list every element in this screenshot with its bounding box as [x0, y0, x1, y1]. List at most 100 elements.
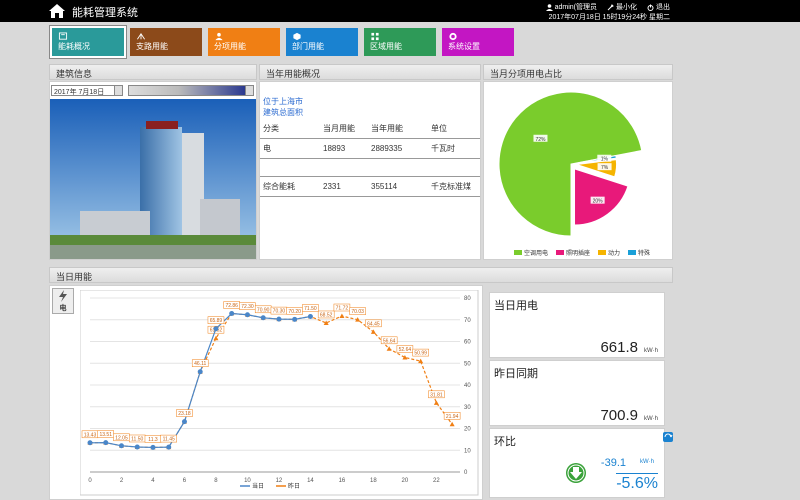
table-cell: 355114 — [371, 182, 398, 191]
home-icon[interactable] — [48, 3, 66, 19]
pie-slice-label: 72% — [535, 137, 546, 143]
data-point[interactable] — [307, 313, 313, 319]
nav-tab-1[interactable]: 支路用能 — [130, 28, 202, 56]
logout-button[interactable]: 退出 — [647, 2, 670, 12]
data-point[interactable] — [150, 444, 156, 450]
table-row: 电 18893 2889335 千瓦时 — [260, 139, 480, 159]
legend-label[interactable]: 当日 — [252, 482, 264, 490]
data-label: 11.3 — [148, 437, 158, 443]
data-label-box — [349, 307, 366, 315]
minimize-label: 最小化 — [616, 4, 637, 11]
today-usage-box: 当日用电 661.8 kW·h — [489, 292, 665, 358]
line-chart: 01020304050607080024681012141618202261.5… — [80, 290, 479, 496]
data-point[interactable] — [103, 440, 109, 446]
y-tick-label: 70 — [464, 318, 471, 324]
col-header: 单位 — [431, 124, 447, 133]
x-tick-label: 8 — [214, 478, 218, 484]
minimize-button[interactable]: 最小化 — [607, 2, 637, 12]
data-label: 70.03 — [351, 309, 364, 315]
x-tick-label: 0 — [88, 478, 92, 484]
overview-icon — [58, 32, 68, 40]
data-label: 50.99 — [414, 351, 427, 357]
side-tab-electric[interactable]: 电 — [52, 288, 74, 314]
summary-panel: 位于上海市 建筑总面积 分类 当月用能 当年用能 单位 电 18893 2889… — [259, 81, 481, 260]
today-usage-unit: kW·h — [644, 348, 658, 354]
pie-heading-text: 当月分项用电占比 — [490, 69, 563, 79]
legend-label: 照明插座 — [566, 251, 591, 257]
nav-tab-4[interactable]: 区域用能 — [364, 28, 436, 56]
data-point[interactable] — [276, 316, 282, 322]
table-spacer-row — [260, 159, 480, 177]
pie-slice-0[interactable] — [498, 91, 643, 237]
table-row: 综合能耗 2331 355114 千克标准煤 — [260, 177, 480, 197]
chevron-down-icon — [114, 86, 122, 95]
data-point[interactable] — [292, 316, 298, 322]
legend-swatch — [598, 250, 607, 255]
data-point[interactable] — [134, 444, 140, 450]
data-point[interactable] — [355, 317, 361, 322]
data-point[interactable] — [118, 443, 124, 449]
data-point[interactable] — [181, 419, 187, 425]
title-bar: 能耗管理系统 admin(管理员 最小化 退出 2017年07月18日 15时1… — [0, 0, 800, 22]
arrow-down-icon — [566, 463, 586, 483]
data-label-box — [207, 316, 225, 324]
pie-legend-item[interactable]: 特殊 — [628, 248, 650, 257]
data-point[interactable] — [402, 355, 408, 360]
today-usage-label: 当日用电 — [494, 300, 538, 312]
pie-chart: 72% 20% 7% 1% — [498, 91, 643, 237]
nav-tab-0[interactable]: 能耗概况 — [50, 26, 126, 58]
nav-tab-2[interactable]: 分项用能 — [208, 28, 280, 56]
legend-label[interactable]: 昨日 — [288, 482, 300, 490]
table-cell: 千瓦时 — [431, 144, 455, 153]
data-label-box — [317, 310, 335, 319]
pie-legend: 空调用电 照明插座 动力 特殊 — [514, 248, 650, 257]
pie-legend-item[interactable]: 动力 — [598, 248, 620, 257]
nav-tab-5[interactable]: 系统设置 — [442, 28, 514, 56]
user-icon — [215, 32, 223, 41]
data-point[interactable] — [449, 421, 455, 427]
data-label: 13.51 — [99, 432, 112, 438]
data-point[interactable] — [386, 346, 392, 351]
x-tick-label: 6 — [183, 478, 187, 484]
table-cell: 电 — [263, 144, 271, 153]
legend-swatch — [514, 250, 522, 255]
grid-icon — [371, 32, 379, 41]
x-tick-label: 14 — [307, 478, 314, 484]
refresh-button[interactable] — [663, 432, 673, 442]
pie-label-bg — [597, 154, 612, 162]
table-cell: 2331 — [323, 182, 341, 191]
data-point[interactable] — [418, 358, 424, 364]
col-header: 当月用能 — [323, 124, 355, 133]
table-cell: 2889335 — [371, 144, 403, 153]
building-select[interactable] — [128, 85, 254, 96]
data-label-box — [412, 348, 429, 357]
data-label: 72.86 — [225, 303, 238, 309]
data-point[interactable] — [260, 315, 266, 321]
data-point[interactable] — [166, 444, 172, 450]
user-account[interactable]: admin(管理员 — [545, 2, 597, 12]
data-label: 72.30 — [241, 304, 254, 310]
yesterday-usage-label: 昨日同期 — [494, 368, 538, 380]
location-text: 位于上海市 — [263, 97, 303, 106]
ratio-percent: -5.6% — [616, 473, 658, 492]
date-picker[interactable]: 2017年 7月18日 — [51, 85, 123, 96]
nav-tab-3[interactable]: 部门用能 — [286, 28, 358, 56]
legend-swatch — [556, 250, 565, 255]
data-point[interactable] — [339, 313, 345, 319]
user-name: admin(管理员 — [554, 4, 597, 11]
today-heading-text: 当日用能 — [56, 272, 93, 282]
data-point[interactable] — [229, 311, 235, 317]
nav-tab-label: 支路用能 — [136, 42, 168, 51]
data-point[interactable] — [213, 335, 219, 341]
pie-legend-item[interactable]: 空调用电 — [514, 248, 548, 257]
data-point[interactable] — [244, 312, 250, 318]
data-point[interactable] — [87, 440, 93, 446]
date-value: 2017年 7月18日 — [54, 89, 105, 96]
summary-table: 分类 当月用能 当年用能 单位 电 18893 2889335 千瓦时 综合能耗… — [260, 119, 480, 197]
data-point[interactable] — [323, 320, 329, 325]
data-point[interactable] — [197, 369, 203, 375]
data-point[interactable] — [433, 400, 439, 405]
pie-legend-item[interactable]: 照明插座 — [556, 248, 590, 257]
data-point[interactable] — [370, 329, 376, 334]
data-point[interactable] — [213, 326, 219, 332]
